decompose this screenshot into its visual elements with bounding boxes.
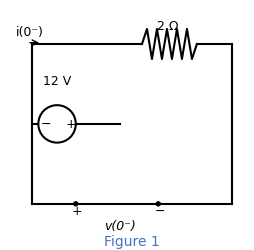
Text: 12 V: 12 V (43, 74, 71, 87)
Text: +: + (66, 118, 76, 131)
Text: −: − (154, 204, 165, 217)
Circle shape (156, 202, 160, 206)
Text: Figure 1: Figure 1 (104, 234, 160, 248)
Text: 2 Ω: 2 Ω (157, 20, 179, 32)
Text: +: + (72, 204, 82, 217)
Circle shape (74, 202, 78, 206)
Text: v(0⁻): v(0⁻) (104, 219, 135, 232)
Text: i(0⁻): i(0⁻) (16, 26, 44, 39)
Text: −: − (41, 118, 51, 131)
